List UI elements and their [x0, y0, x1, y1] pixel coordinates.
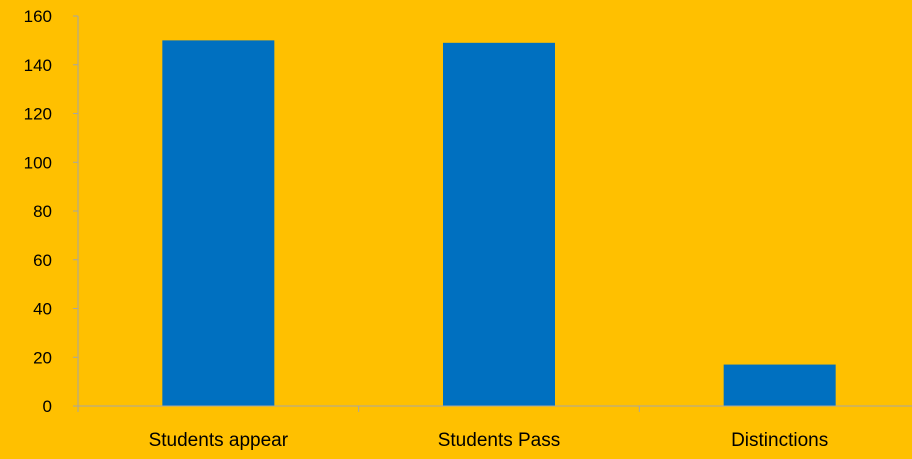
- bar-students-pass: [443, 42, 555, 406]
- y-tick-label: 80: [33, 202, 52, 221]
- y-tick-label: 0: [43, 397, 52, 416]
- axes: [77, 16, 912, 412]
- y-tick-label: 20: [33, 348, 52, 367]
- y-tick-label: 60: [33, 251, 52, 270]
- y-tick-label: 160: [24, 7, 52, 26]
- x-category-label: Students appear: [149, 430, 289, 451]
- bar-distinctions: [723, 364, 836, 406]
- x-category-label: Students Pass: [438, 430, 561, 451]
- bars: [162, 40, 836, 406]
- x-axis-labels: Students appear Students Pass Distinctions: [149, 430, 829, 451]
- y-tick-label: 100: [24, 153, 52, 172]
- bar-students-appear: [162, 40, 275, 406]
- x-category-label: Distinctions: [731, 430, 828, 451]
- y-tick-label: 120: [24, 105, 52, 124]
- y-tick-label: 40: [33, 300, 52, 319]
- y-tick-label: 140: [24, 56, 52, 75]
- y-axis-ticks: 0 20 40 60 80 100 120 140 160: [24, 7, 78, 416]
